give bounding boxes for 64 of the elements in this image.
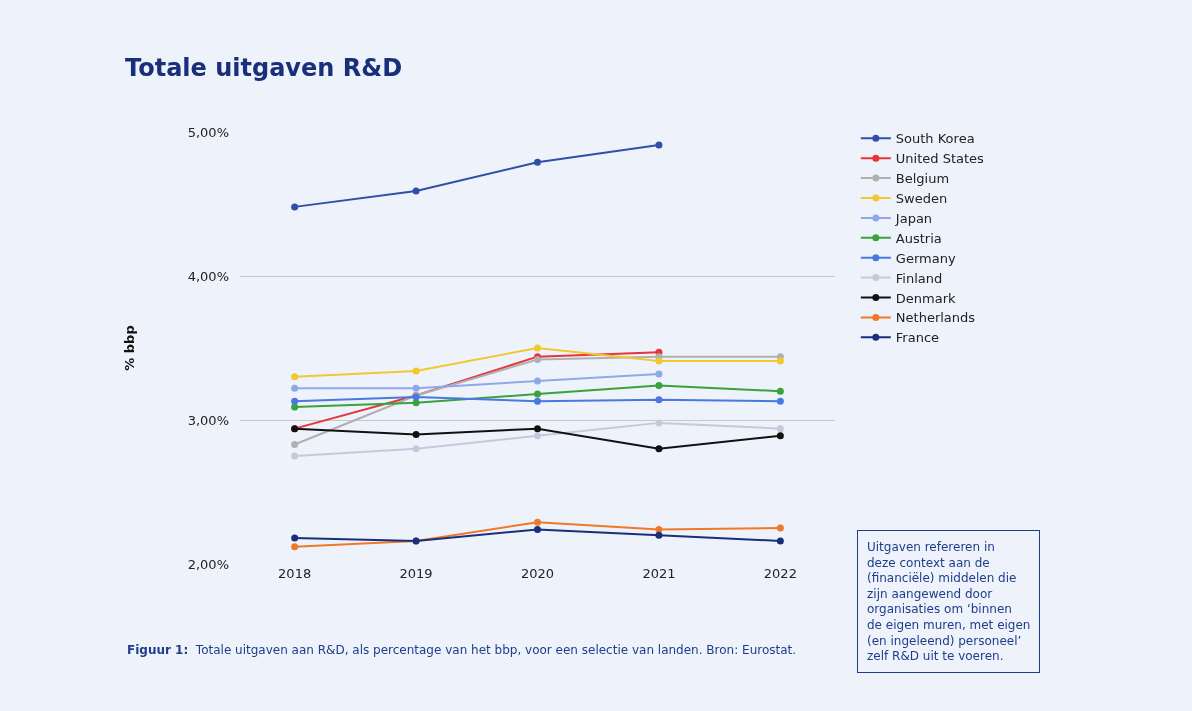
- y-tick-label: 2,00%: [187, 556, 229, 572]
- point: [412, 399, 420, 407]
- legend-label: Belgium: [895, 171, 950, 187]
- legend-label: Germany: [895, 250, 956, 266]
- y-tick-label: 5,00%: [187, 124, 229, 140]
- point: [655, 445, 663, 453]
- point: [291, 543, 299, 551]
- point: [776, 524, 784, 532]
- point: [534, 377, 541, 385]
- legend-label: Netherlands: [895, 310, 976, 326]
- point: [655, 419, 663, 427]
- point: [534, 397, 541, 405]
- point: [776, 387, 784, 395]
- text: Uitgaven refereren in deze context aan de (financiële) middelen die zijn aangewend door organisaties om ‘binnen de eigen muren, met eigen (en ingeleend) personeel’ zelf R&D uit te voeren.: [867, 540, 1031, 664]
- point: [291, 373, 299, 381]
- point: [655, 381, 663, 389]
- point: [655, 141, 663, 149]
- legend-label: France: [895, 330, 940, 346]
- point: [655, 357, 663, 365]
- point: [655, 370, 663, 378]
- text: Figuur 1: Totale uitgaven aan R&D, als percentage van het bbp, voor een selectie van landen. Bron: Eurostat.: [127, 643, 797, 657]
- point: [412, 445, 420, 453]
- chart-title: Totale uitgaven R&D: [125, 54, 403, 83]
- point: [534, 432, 541, 440]
- point: [291, 397, 299, 405]
- point: [776, 432, 784, 440]
- legend-label: Finland: [895, 270, 943, 286]
- legend-label: Japan: [894, 210, 933, 226]
- point: [412, 367, 420, 375]
- point: [534, 344, 541, 352]
- point: [291, 403, 299, 411]
- y-axis-title: % bbp: [121, 325, 137, 371]
- point: [412, 187, 420, 195]
- point: [655, 525, 663, 533]
- x-tick-label: 2020: [520, 566, 555, 581]
- point: [776, 397, 784, 405]
- y-tick-label: 4,00%: [187, 268, 229, 284]
- point: [412, 384, 420, 392]
- point: [776, 357, 784, 365]
- x-tick-label: 2018: [278, 566, 312, 581]
- point: [412, 430, 420, 438]
- point: [291, 534, 299, 542]
- point: [291, 440, 299, 448]
- legend-label: Sweden: [895, 191, 948, 207]
- legend-label: South Korea: [895, 131, 975, 147]
- point: [291, 203, 299, 211]
- y-tick-label: 3,00%: [187, 412, 229, 428]
- point: [776, 537, 784, 545]
- legend-label: Denmark: [895, 290, 957, 306]
- point: [534, 158, 541, 166]
- point: [534, 518, 541, 526]
- point: [655, 396, 663, 404]
- x-tick-label: 2019: [399, 566, 433, 581]
- legend-label: Austria: [895, 230, 942, 246]
- point: [291, 452, 299, 460]
- point: [534, 425, 541, 433]
- point: [534, 525, 541, 533]
- x-tick-label: 2021: [642, 566, 676, 581]
- point: [534, 390, 541, 398]
- point: [655, 531, 663, 539]
- x-tick-label: 2022: [763, 566, 797, 581]
- point: [291, 384, 299, 392]
- point: [776, 425, 784, 433]
- legend-label: United States: [895, 151, 985, 167]
